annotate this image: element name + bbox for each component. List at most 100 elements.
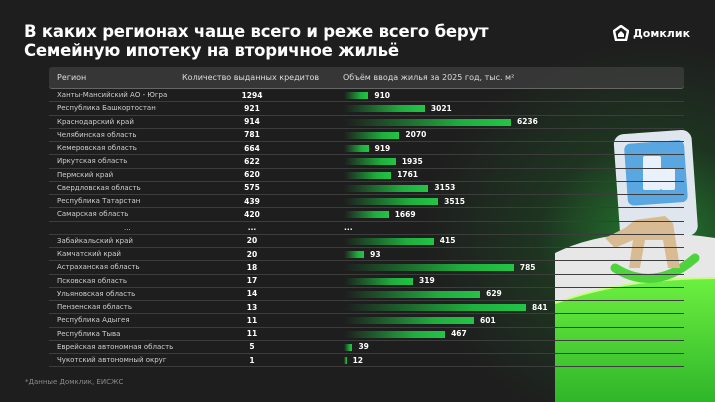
- housing-bar: [344, 184, 429, 192]
- region-name: Республика Адыгея: [57, 316, 130, 325]
- housing-value: 6236: [517, 117, 538, 126]
- table-row: Республика Татарстан 439 3515: [49, 195, 684, 209]
- housing-value: 1761: [397, 170, 419, 179]
- housing-value: 12: [352, 355, 364, 365]
- loans-count: 781: [244, 130, 260, 140]
- housing-value: 601: [480, 315, 496, 325]
- region-name: Ханты-Мансийский АО - Югра: [57, 91, 168, 99]
- loans-count: 20: [246, 249, 258, 259]
- housing-value: 919: [374, 143, 391, 153]
- housing-bar: [344, 290, 481, 298]
- housing-value: 3021: [430, 103, 452, 113]
- table-row: Ульяновская область 14 629: [49, 288, 684, 301]
- region-name: Ульяновская область: [57, 289, 136, 298]
- loans-count: 420: [244, 209, 260, 219]
- housing-bar: [344, 330, 446, 338]
- region-name: Астраханская область: [57, 263, 140, 272]
- loans-count: 439: [244, 196, 260, 206]
- loans-count: 11: [246, 315, 258, 325]
- region-name: Республика Татарстан: [57, 197, 141, 205]
- table-row: Камчатский край 20 93: [49, 248, 684, 262]
- housing-value: 93: [370, 249, 381, 259]
- housing-bar: [344, 171, 392, 179]
- housing-value: 2070: [405, 130, 427, 140]
- regions-table: Регион Количество выданных кредитов Объё…: [49, 67, 684, 368]
- loans-count: 1: [249, 355, 255, 365]
- table-row: Астраханская область 18 785: [49, 261, 684, 275]
- region-name: Камчатский край: [57, 250, 121, 258]
- housing-bar: [344, 158, 396, 166]
- loans-count: 914: [244, 117, 260, 126]
- housing-value: 629: [486, 289, 502, 299]
- housing-value: 39: [358, 342, 369, 352]
- table-row: Забайкальский край 20 415: [49, 235, 684, 248]
- table-row: Челябинская область 781 2070: [49, 129, 684, 142]
- housing-value: 467: [451, 329, 467, 338]
- page-title: В каких регионах чаще всего и реже всего…: [24, 22, 489, 60]
- housing-bar: [344, 211, 389, 219]
- loans-count: 17: [246, 276, 258, 285]
- loans-count: 18: [246, 262, 258, 272]
- region-name: Республика Башкортостан: [57, 104, 156, 113]
- table-row: Ханты-Мансийский АО - Югра 1294 910: [49, 89, 684, 103]
- housing-bar: [344, 237, 434, 245]
- housing-value: 910: [374, 90, 391, 100]
- loans-count: 622: [244, 156, 260, 166]
- region-name: Свердловская область: [57, 183, 141, 192]
- table-row: Еврейская автономная область 5 39: [49, 341, 684, 354]
- region-name: Псковская область: [57, 276, 127, 285]
- housing-bar: [344, 304, 526, 311]
- housing-bar: [344, 264, 514, 272]
- housing-value: 3515: [444, 196, 465, 206]
- region-name: Краснодарский край: [57, 117, 134, 126]
- footnote: *Данные Домклик, ЕИСЖС: [25, 378, 124, 386]
- housing-value: 319: [419, 276, 435, 285]
- housing-value: 3153: [434, 183, 456, 193]
- region-name: Республика Тыва: [57, 329, 121, 338]
- separator-loans: ...: [247, 223, 257, 232]
- housing-value: 415: [439, 236, 456, 246]
- logo-text: Домклик: [633, 26, 691, 40]
- housing-bar: [344, 118, 511, 126]
- title-line-2: Семейную ипотеку на вторичное жильё: [24, 41, 399, 60]
- housing-bar: [344, 277, 414, 285]
- region-name: Самарская область: [57, 210, 129, 219]
- region-name: Еврейская автономная область: [57, 342, 174, 351]
- housing-bar: [344, 131, 400, 139]
- table-body: Ханты-Мансийский АО - Югра 1294 910 Республ…: [49, 89, 684, 368]
- loans-count: 20: [246, 236, 258, 246]
- housing-value: 785: [519, 262, 536, 272]
- housing-bar: [344, 105, 425, 113]
- loans-count: 1294: [241, 90, 263, 100]
- brand-logo: Домклик: [613, 25, 690, 41]
- table-row: Пензенская область 13 841: [49, 301, 684, 315]
- region-name: Пензенская область: [57, 303, 132, 311]
- separator-housing: ...: [344, 223, 353, 232]
- loans-count: 5: [249, 342, 255, 352]
- loans-count: 664: [244, 143, 260, 153]
- table-header: Регион Количество выданных кредитов Объё…: [49, 67, 684, 89]
- region-name: Иркутская область: [57, 157, 128, 166]
- region-name: Забайкальский край: [57, 236, 133, 245]
- separator-row: .........: [49, 222, 684, 235]
- housing-bar: [344, 145, 369, 152]
- table-row: Иркутская область 622 1935: [49, 155, 684, 169]
- region-name: Кемеровская область: [57, 144, 137, 152]
- loans-count: 620: [244, 170, 260, 179]
- table-row: Самарская область 420 1669: [49, 208, 684, 222]
- loans-count: 921: [244, 103, 260, 113]
- house-logo-icon: [613, 25, 629, 41]
- housing-bar: [344, 343, 353, 351]
- housing-bar: [344, 198, 439, 205]
- housing-value: 1935: [401, 156, 423, 166]
- loans-count: 11: [246, 329, 258, 338]
- table-row: Республика Адыгея 11 601: [49, 314, 684, 328]
- separator-region: ...: [124, 223, 131, 232]
- header-region: Регион: [57, 73, 87, 82]
- table-row: Пермский край 620 1761: [49, 169, 684, 182]
- table-row: Республика Тыва 11 467: [49, 328, 684, 341]
- region-name: Чукотский автономный округ: [57, 356, 167, 364]
- table-row: Республика Башкортостан 921 3021: [49, 102, 684, 116]
- region-name: Челябинская область: [57, 130, 137, 139]
- header-housing: Объём ввода жилья за 2025 год, тыс. м²: [343, 73, 515, 82]
